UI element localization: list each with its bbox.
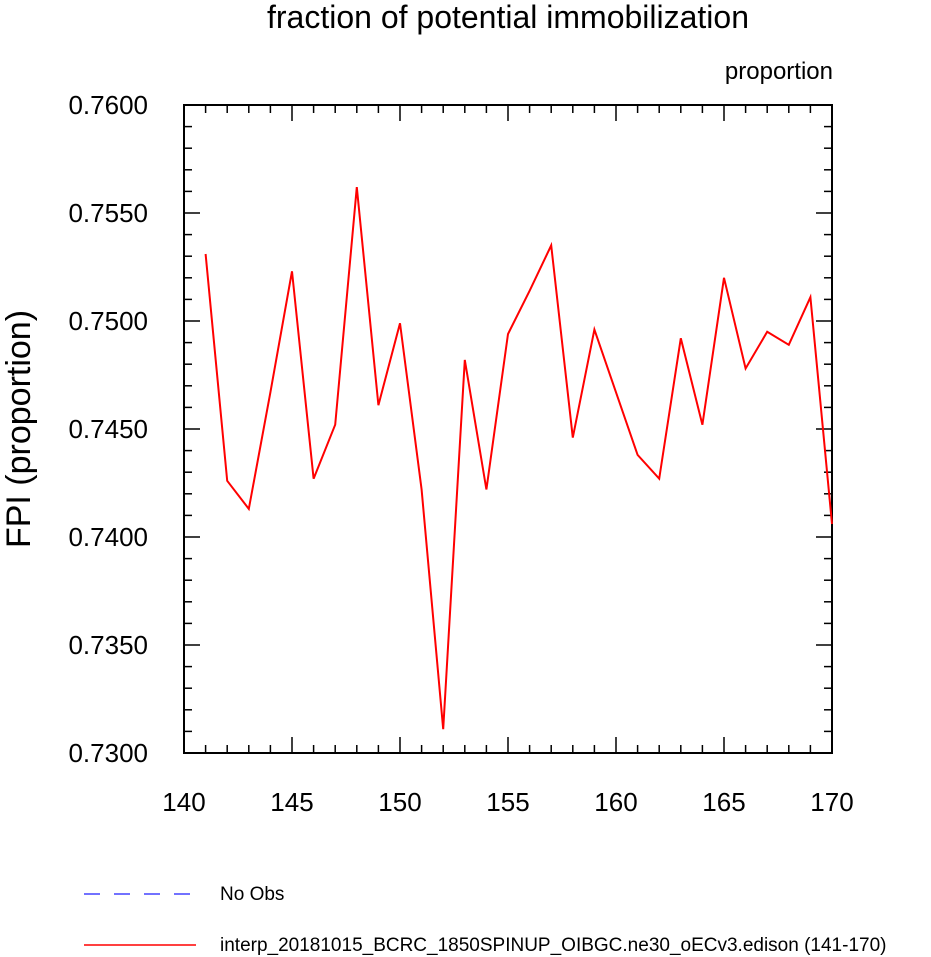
legend: No Obs interp_20181015_BCRC_1850SPINUP_O… [84,884,886,956]
x-tick-label: 150 [378,787,421,817]
x-tick-label: 170 [810,787,853,817]
plot-frame [183,104,833,754]
x-tick-label: 160 [594,787,637,817]
x-tick-label: 165 [702,787,745,817]
x-tick-label: 155 [486,787,529,817]
x-tick-label: 145 [270,787,313,817]
x-axis-ticks: 140 145 150 155 160 165 170 [162,105,854,817]
y-tick-label: 0.7300 [68,738,148,768]
y-tick-label: 0.7600 [68,90,148,120]
y-axis-ticks: 0.7300 0.7350 0.7400 0.7450 0.7500 0.7550 0.76… [68,90,832,768]
legend-label-model: interp_20181015_BCRC_1850SPINUP_OIBGC.ne… [220,935,886,956]
x-tick-label: 140 [162,787,205,817]
y-axis-label: FPI (proportion) [0,310,38,548]
legend-label-no-obs: No Obs [220,884,284,905]
chart-title: fraction of potential immobilization [267,0,749,35]
series-layer [204,187,833,730]
y-tick-label: 0.7350 [68,630,148,660]
units-label: proportion [725,58,833,85]
y-tick-label: 0.7500 [68,306,148,336]
y-tick-label: 0.7550 [68,198,148,228]
series-line [204,187,833,730]
y-tick-label: 0.7450 [68,414,148,444]
y-tick-label: 0.7400 [68,522,148,552]
